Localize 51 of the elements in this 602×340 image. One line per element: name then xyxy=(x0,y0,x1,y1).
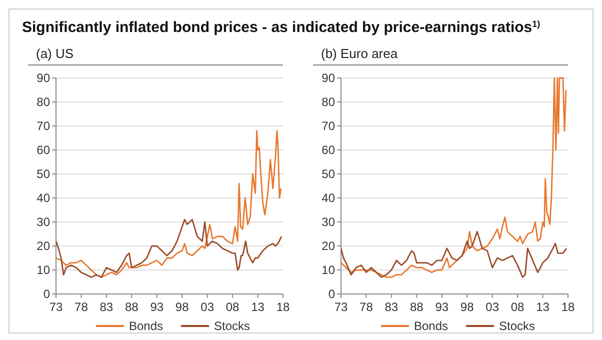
line-series xyxy=(56,130,282,278)
x-tick-label: 98 xyxy=(175,300,190,314)
y-tick-label: 10 xyxy=(322,263,336,278)
y-tick-label: 30 xyxy=(36,215,50,230)
y-tick-label: 30 xyxy=(322,215,336,230)
x-tick-label: 83 xyxy=(384,300,398,314)
line-series xyxy=(341,77,567,278)
y-tick-label: 80 xyxy=(36,95,50,110)
x-tick-label: 88 xyxy=(124,300,139,314)
y-tick-label: 60 xyxy=(36,143,50,158)
x-tick-label: 03 xyxy=(486,300,500,314)
x-tick-label: 18 xyxy=(561,300,575,314)
y-tick-label: 70 xyxy=(36,119,50,134)
y-tick-label: 50 xyxy=(322,167,336,182)
legend-label: Stocks xyxy=(499,319,536,333)
x-tick-label: 18 xyxy=(276,300,290,314)
y-tick-label: 0 xyxy=(43,287,50,302)
chart-title: Significantly inflated bond prices - as indicated by price-earnings ratios$^{1)}$ xyxy=(22,19,540,36)
x-tick-label: 03 xyxy=(200,300,214,314)
x-tick-label: 73 xyxy=(334,300,348,314)
x-tick-label: 08 xyxy=(226,300,240,314)
x-tick-label: 13 xyxy=(536,300,550,314)
x-tick-label: 83 xyxy=(100,300,114,314)
y-tick-label: 70 xyxy=(322,119,336,134)
x-tick-label: 93 xyxy=(435,300,449,314)
x-tick-label: 78 xyxy=(74,300,88,314)
chart-subtitle: (b) Euro area xyxy=(321,46,398,61)
y-tick-label: 60 xyxy=(322,143,336,158)
y-tick-label: 20 xyxy=(36,239,50,254)
y-tick-label: 20 xyxy=(322,239,336,254)
x-tick-label: 88 xyxy=(410,300,424,314)
y-tick-label: 40 xyxy=(322,191,336,206)
x-tick-label: 08 xyxy=(510,300,525,314)
y-tick-label: 90 xyxy=(322,71,336,86)
legend-label: Bonds xyxy=(414,319,448,333)
y-tick-label: 50 xyxy=(36,167,50,182)
x-tick-label: 93 xyxy=(150,300,164,314)
x-tick-label: 98 xyxy=(460,300,474,314)
chart-subtitle: (a) US xyxy=(36,46,74,61)
y-tick-label: 80 xyxy=(322,95,336,110)
y-tick-label: 90 xyxy=(36,71,50,86)
x-tick-label: 13 xyxy=(251,300,265,314)
line-series xyxy=(56,218,282,278)
y-tick-label: 10 xyxy=(36,263,50,278)
x-tick-label: 78 xyxy=(360,300,374,314)
line-series xyxy=(341,230,568,278)
y-tick-label: 40 xyxy=(36,191,50,206)
legend-label: Stocks xyxy=(214,319,250,333)
y-tick-label: 0 xyxy=(328,287,336,302)
legend-label: Bonds xyxy=(129,319,164,333)
x-tick-label: 73 xyxy=(49,300,63,314)
